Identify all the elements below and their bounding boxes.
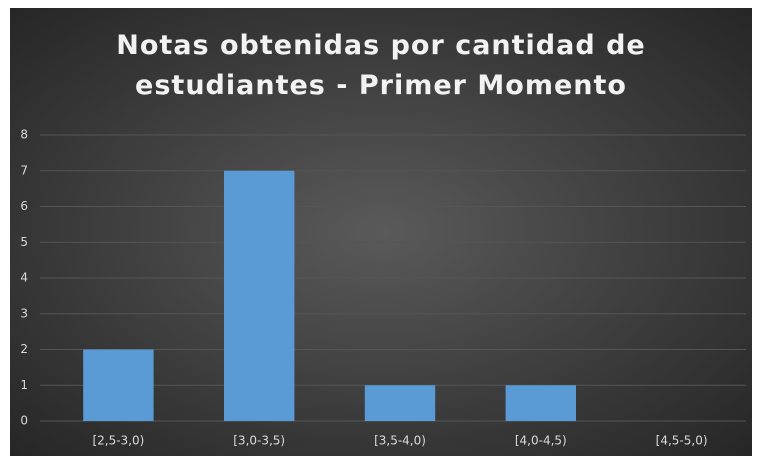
- x-tick-label: [4,0-4,5): [515, 434, 567, 448]
- x-tick-label: [4,5-5,0): [656, 434, 708, 448]
- y-tick-label: 1: [20, 378, 28, 392]
- x-tick-label: [2,5-3,0): [92, 434, 144, 448]
- y-tick-label: 6: [20, 199, 28, 213]
- bar: [505, 385, 576, 421]
- y-tick-label: 3: [20, 306, 28, 320]
- y-tick-label: 5: [20, 235, 28, 249]
- y-tick-label: 4: [20, 271, 28, 285]
- bar: [83, 349, 154, 421]
- y-tick-label: 8: [20, 128, 28, 142]
- y-tick-label: 7: [20, 163, 28, 177]
- bar: [364, 385, 436, 421]
- x-tick-label: [3,5-4,0): [374, 434, 426, 448]
- bar: [224, 170, 295, 421]
- y-tick-label: 2: [20, 342, 28, 356]
- chart-title: Notas obtenidas por cantidad de estudian…: [116, 30, 646, 101]
- y-tick-label: 0: [20, 414, 28, 428]
- x-tick-label: [3,0-3,5): [233, 434, 285, 448]
